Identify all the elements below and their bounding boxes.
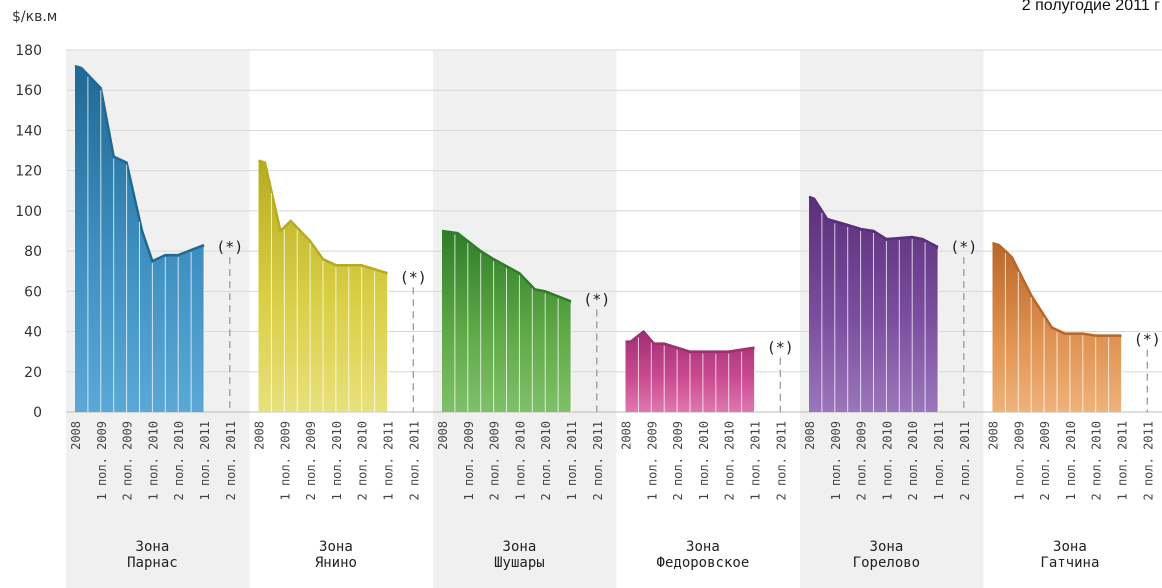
chart-subtitle: 2 полугодие 2011 г — [1022, 0, 1160, 14]
zone-name: Шушары — [494, 555, 545, 571]
series-line — [258, 159, 388, 275]
zone-label: Зона — [319, 539, 353, 555]
x-tick-label: 2 пол. 2009 — [1038, 421, 1052, 500]
y-tick-label: 0 — [33, 405, 42, 421]
x-tick-label: 2008 — [987, 421, 1001, 450]
zone-label: Зона — [1053, 539, 1087, 555]
projection-marker: (*) — [216, 238, 243, 256]
x-tick-label: 1 пол. 2011 — [749, 421, 763, 500]
projection-marker: (*) — [400, 268, 427, 286]
zone-name: Парнас — [127, 555, 178, 571]
x-tick-label: 1 пол. 2010 — [697, 421, 711, 500]
series-line — [992, 241, 1122, 337]
series-line — [441, 229, 572, 303]
y-tick-label: 40 — [24, 325, 42, 341]
x-tick-label: 1 пол. 2009 — [278, 421, 292, 500]
x-tick-label: 1 пол. 2011 — [382, 421, 396, 500]
zone-label: Зона — [686, 539, 720, 555]
x-tick-label: 2 пол. 2011 — [1141, 421, 1155, 500]
series-line — [74, 64, 205, 263]
x-tick-label: 1 пол. 2009 — [1012, 421, 1026, 500]
x-tick-label: 2 пол. 2010 — [356, 421, 370, 500]
x-tick-label: 1 пол. 2010 — [1064, 421, 1078, 500]
x-tick-label: 2 пол. 2011 — [224, 421, 238, 500]
y-tick-label: 160 — [15, 83, 42, 99]
x-tick-label: 2008 — [803, 421, 817, 450]
x-tick-label: 2 пол. 2011 — [958, 421, 972, 500]
zone-name: Горелово — [853, 555, 920, 571]
x-tick-label: 2 пол. 2009 — [671, 421, 685, 500]
x-tick-label: 2 пол. 2010 — [539, 421, 553, 500]
gridlines — [66, 49, 1162, 413]
x-tick-label: 2 пол. 2010 — [723, 421, 737, 500]
x-tick-label: 1 пол. 2010 — [513, 421, 527, 500]
x-tick-label: 1 пол. 2011 — [198, 421, 212, 500]
y-tick-label: 60 — [24, 284, 42, 300]
projection-marker: (*) — [767, 339, 794, 357]
x-tick-label: 2 пол. 2011 — [591, 421, 605, 500]
x-tick-label: 2 пол. 2009 — [855, 421, 869, 500]
x-tick-label: 1 пол. 2009 — [462, 421, 476, 500]
x-tick-label: 2 пол. 2010 — [1090, 421, 1104, 500]
x-tick-label: 1 пол. 2009 — [829, 421, 843, 500]
projection-marker: (*) — [583, 290, 610, 308]
x-tick-label: 2 пол. 2009 — [121, 421, 135, 500]
x-tick-label: 2 пол. 2009 — [304, 421, 318, 500]
x-axis: 2008 1 пол. 2009 2 пол. 2009 1 пол. 2010 2 п… — [69, 421, 1155, 571]
zone-name: Гатчина — [1040, 555, 1099, 571]
y-tick-label: 140 — [15, 123, 42, 139]
series-line — [625, 329, 755, 353]
projection-markers: (*) (*) (*) (*) (*) (*) — [216, 238, 1161, 412]
x-tick-label: 1 пол. 2010 — [330, 421, 344, 500]
x-tick-label: 2 пол. 2010 — [172, 421, 186, 500]
y-tick-label: 180 — [15, 43, 42, 59]
y-tick-label: 120 — [15, 164, 42, 180]
zone-label: Зона — [136, 539, 170, 555]
zone-name: Федоровское — [657, 555, 750, 571]
zone-label: Зона — [870, 539, 904, 555]
x-tick-label: 2 пол. 2010 — [906, 421, 920, 500]
x-tick-label: 1 пол. 2011 — [932, 421, 946, 500]
data-areas — [74, 64, 1122, 412]
x-tick-label: 1 пол. 2009 — [645, 421, 659, 500]
x-tick-label: 1 пол. 2011 — [565, 421, 579, 500]
x-tick-label: 1 пол. 2010 — [146, 421, 160, 500]
series-line — [808, 195, 939, 249]
projection-marker: (*) — [1134, 331, 1161, 349]
projection-marker: (*) — [950, 238, 977, 256]
x-tick-label: 2008 — [436, 421, 450, 450]
x-tick-label: 2 пол. 2009 — [488, 421, 502, 500]
x-tick-label: 1 пол. 2010 — [880, 421, 894, 500]
y-axis: 0 20 40 60 80 100 120 140 160 180 — [15, 43, 42, 421]
y-tick-label: 100 — [15, 204, 42, 220]
x-tick-label: 2008 — [69, 421, 83, 450]
x-tick-label: 2008 — [620, 421, 634, 450]
y-tick-label: 20 — [24, 365, 42, 381]
x-tick-label: 2008 — [253, 421, 267, 450]
x-tick-label: 1 пол. 2009 — [95, 421, 109, 500]
x-tick-label: 2 пол. 2011 — [407, 421, 421, 500]
x-tick-label: 1 пол. 2011 — [1116, 421, 1130, 500]
y-tick-label: 80 — [24, 244, 42, 260]
zone-name: Янино — [315, 555, 357, 571]
zone-label: Зона — [503, 539, 537, 555]
x-tick-label: 2 пол. 2011 — [774, 421, 788, 500]
y-axis-label: $/кв.м — [12, 9, 57, 25]
